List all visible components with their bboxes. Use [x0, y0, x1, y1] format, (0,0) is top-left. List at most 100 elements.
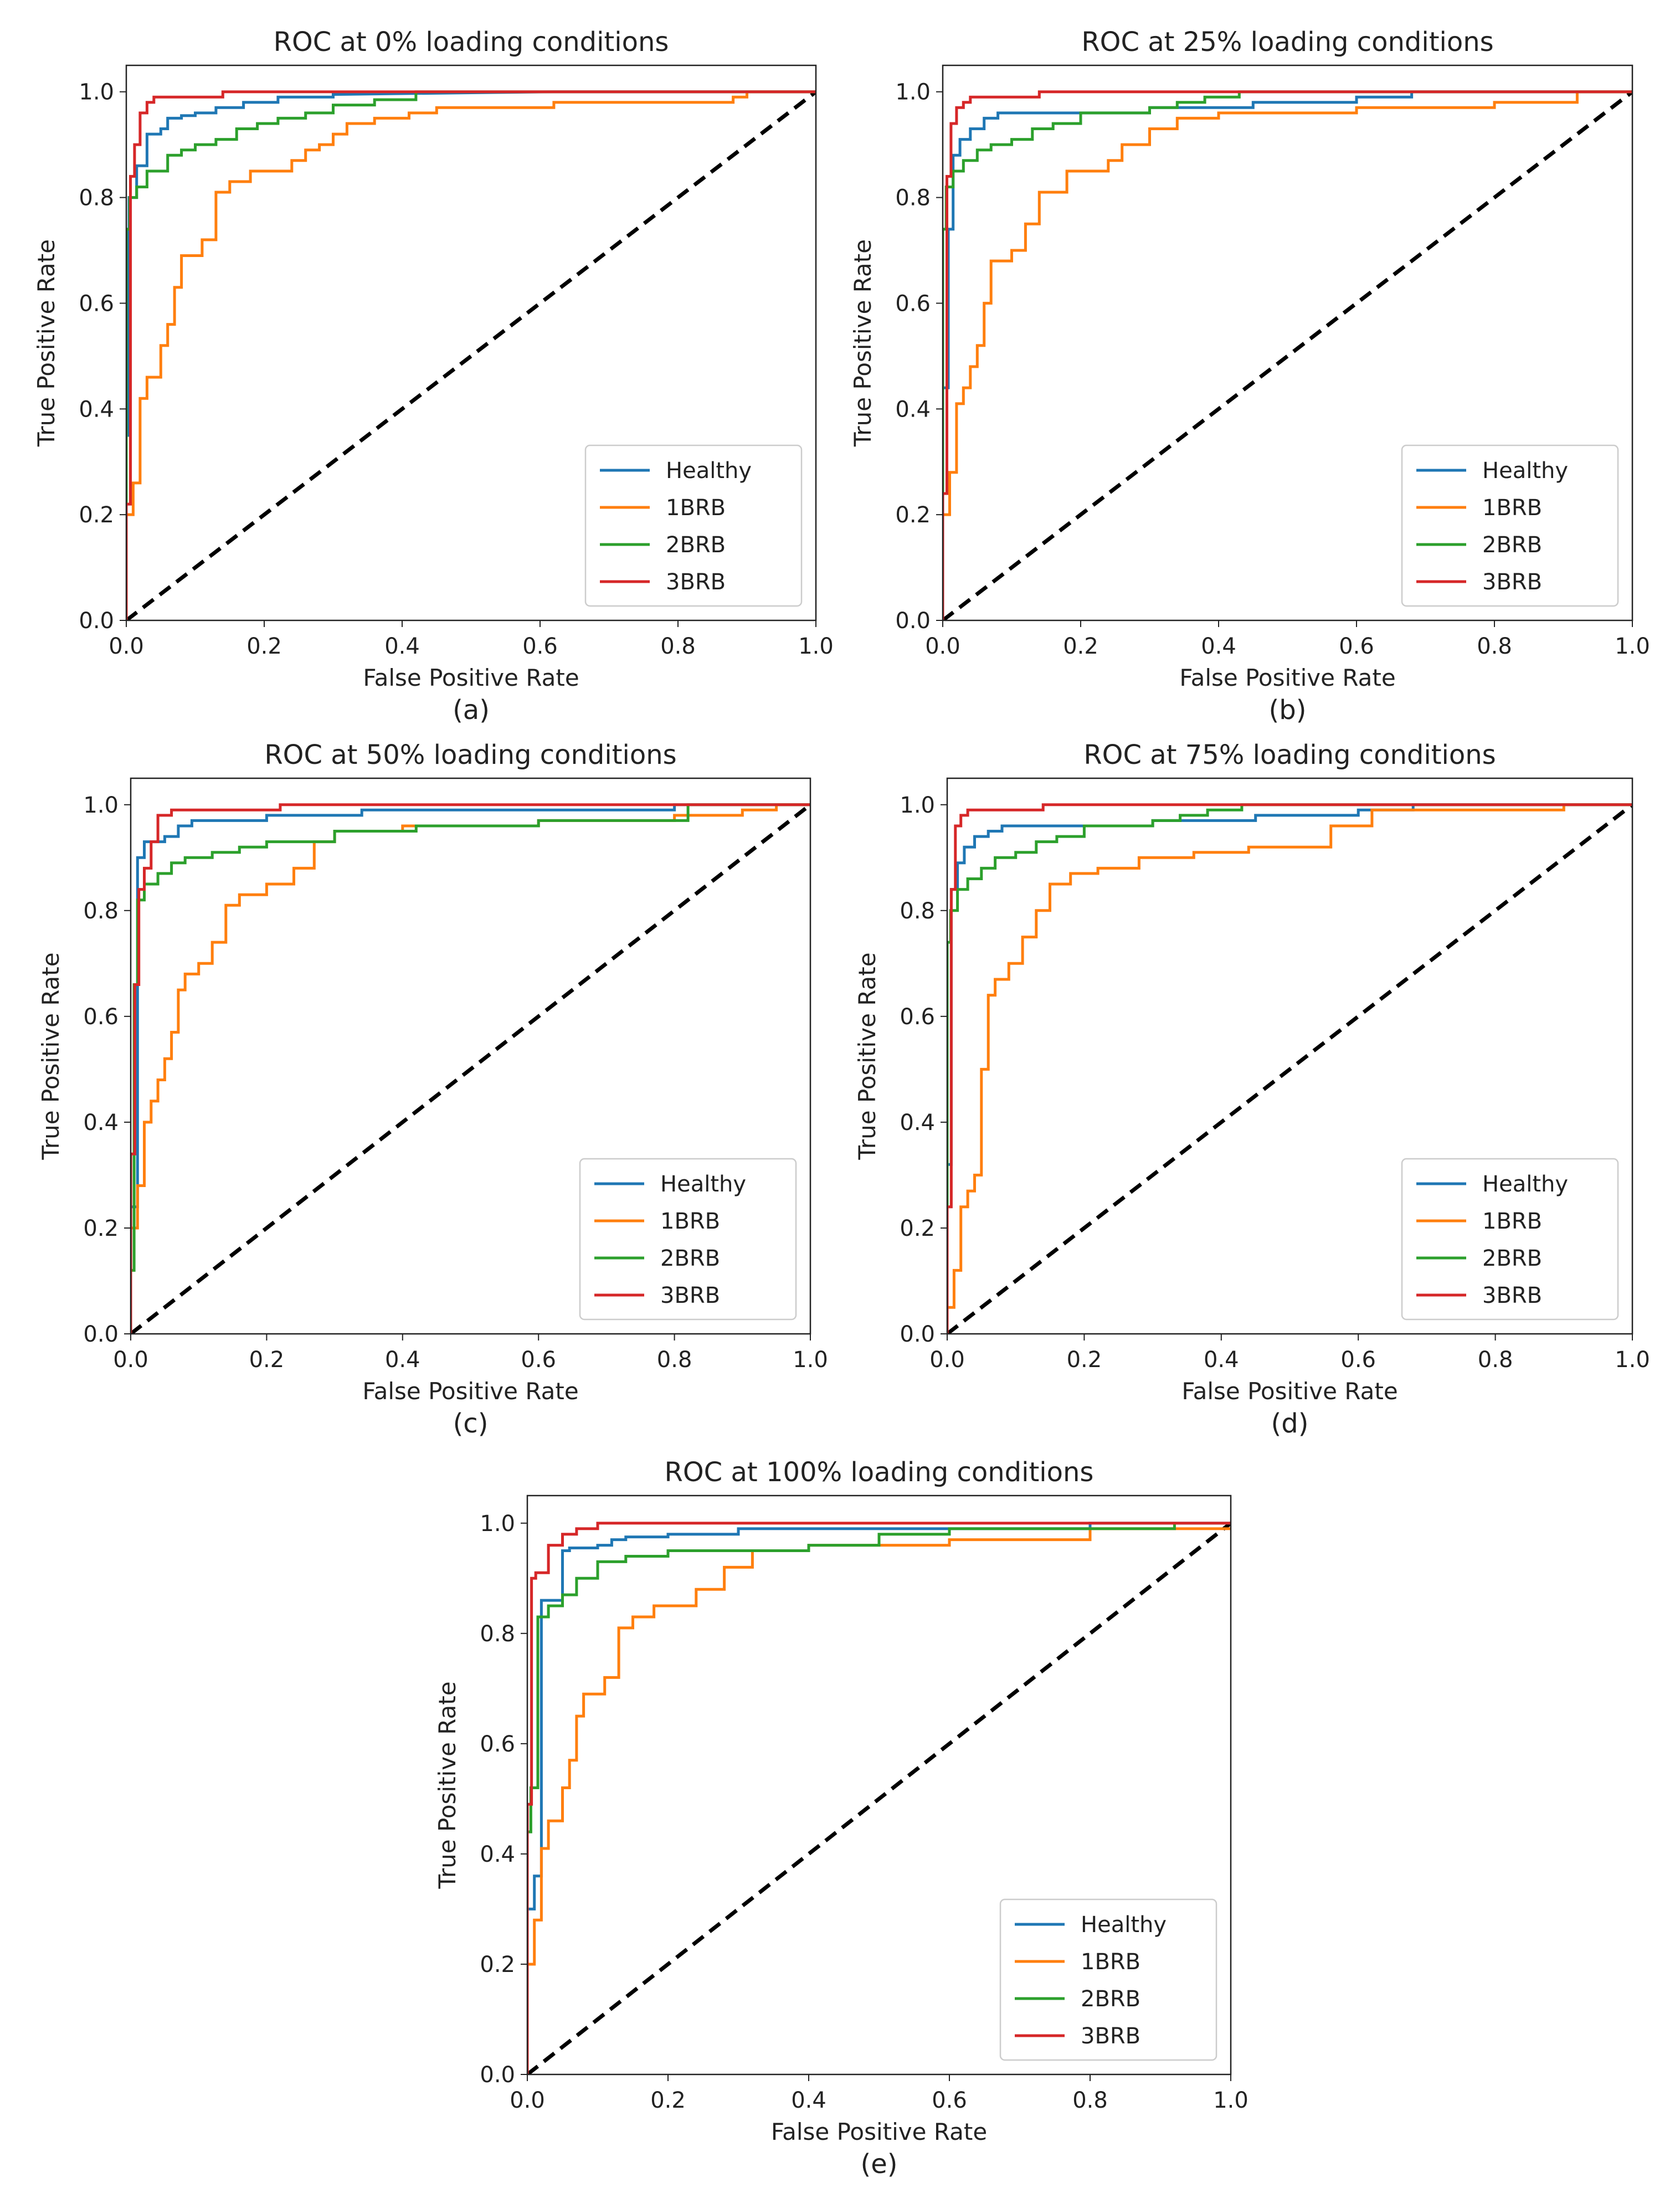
- y-tick-label: 0.0: [480, 2062, 515, 2088]
- legend-box: [999, 1898, 1217, 2061]
- y-tick-label: 0.4: [83, 1110, 119, 1136]
- y-tick-label: 0.4: [895, 397, 931, 422]
- plot-frame: [526, 1494, 1232, 2076]
- series-line-3brb: [126, 90, 816, 620]
- x-tick-label: 0.4: [384, 634, 420, 659]
- chart-panel-2: ROC at 25% loading conditions 0.0 0.2 0.4 0.…: [849, 27, 1650, 726]
- legend-entry: 2BRB: [1482, 532, 1542, 558]
- plot-area: [943, 90, 1632, 620]
- x-tick-label: 0.8: [1478, 1347, 1513, 1373]
- legend-entry: 3BRB: [1482, 569, 1542, 595]
- y-tick-label: 0.4: [480, 1842, 515, 1867]
- y-tick-label: 1.0: [79, 80, 114, 105]
- x-tick-label: 0.8: [657, 1347, 692, 1373]
- series-line-healthy: [131, 803, 810, 1334]
- legend-box: [1401, 1158, 1619, 1321]
- x-tick-label: 0.2: [1063, 634, 1098, 659]
- y-tick-label: 0.6: [895, 291, 931, 316]
- legend-entry: 1BRB: [1482, 1209, 1542, 1234]
- chart-title: ROC at 100% loading conditions: [665, 1457, 1094, 1488]
- x-tick-label: 1.0: [1213, 2088, 1249, 2113]
- x-tick-label: 0.6: [1339, 634, 1374, 659]
- legend-entry: Healthy: [1482, 1172, 1568, 1197]
- plot-frame: [942, 64, 1633, 622]
- legend: Healthy 1BRB 2BRB 3BRB: [584, 444, 803, 607]
- legend: Healthy 1BRB 2BRB 3BRB: [1401, 1158, 1619, 1321]
- legend-entry: 2BRB: [1482, 1246, 1542, 1271]
- x-tick-label: 0.0: [510, 2088, 545, 2113]
- series-line-1brb: [947, 803, 1632, 1334]
- x-tick-label: 0.2: [1067, 1347, 1102, 1373]
- y-tick-label: 0.8: [83, 898, 119, 924]
- y-tick-label: 0.0: [900, 1322, 935, 1347]
- legend-entry: 2BRB: [666, 532, 726, 558]
- chart-panel-3: ROC at 50% loading conditions 0.0 0.2 0.4 0.…: [37, 739, 828, 1439]
- y-tick-label: 0.8: [79, 186, 114, 211]
- chart-title: ROC at 75% loading conditions: [1083, 739, 1496, 771]
- series-line-2brb: [943, 90, 1632, 620]
- series-line-2brb: [947, 803, 1632, 1334]
- y-axis-label: True Positive Rate: [854, 952, 881, 1160]
- y-tick-label: 0.0: [895, 608, 931, 634]
- plot-area: [527, 1522, 1231, 2074]
- x-axis-label: False Positive Rate: [1179, 664, 1395, 691]
- y-tick-label: 0.6: [83, 1004, 119, 1030]
- panel-label: (c): [453, 1408, 489, 1439]
- x-tick-label: 0.0: [113, 1347, 148, 1373]
- x-tick-label: 0.6: [521, 1347, 556, 1373]
- series-line-3brb: [131, 803, 810, 1334]
- x-tick-label: 0.6: [1340, 1347, 1376, 1373]
- x-tick-label: 0.4: [1204, 1347, 1239, 1373]
- y-axis-label: True Positive Rate: [849, 239, 876, 447]
- plot-frame: [125, 64, 817, 622]
- y-tick-label: 0.4: [79, 397, 114, 422]
- y-tick-label: 0.2: [83, 1216, 119, 1241]
- y-tick-label: 0.2: [895, 502, 931, 528]
- chance-diagonal-line: [131, 803, 810, 1334]
- y-tick-label: 1.0: [480, 1511, 515, 1537]
- x-tick-label: 1.0: [1615, 1347, 1650, 1373]
- legend-entry: 3BRB: [666, 569, 726, 595]
- x-tick-label: 0.0: [109, 634, 144, 659]
- legend-entry: 2BRB: [1081, 1986, 1140, 2012]
- panel-label: (e): [861, 2149, 898, 2180]
- x-tick-label: 1.0: [798, 634, 834, 659]
- y-tick-label: 0.8: [895, 186, 931, 211]
- chance-diagonal-line: [943, 90, 1632, 620]
- chart-title: ROC at 25% loading conditions: [1081, 27, 1493, 58]
- y-tick-label: 0.2: [79, 502, 114, 528]
- y-axis-label: True Positive Rate: [434, 1681, 461, 1889]
- y-tick-label: 0.8: [480, 1621, 515, 1647]
- y-axis-label: True Positive Rate: [33, 239, 60, 447]
- panel-label: (d): [1271, 1408, 1309, 1439]
- panel-label: (b): [1269, 695, 1307, 726]
- y-tick-label: 0.2: [900, 1216, 935, 1241]
- series-line-healthy: [943, 90, 1632, 620]
- y-tick-label: 0.8: [900, 898, 935, 924]
- y-tick-label: 0.6: [900, 1004, 935, 1030]
- x-tick-label: 1.0: [793, 1347, 828, 1373]
- x-tick-label: 0.6: [522, 634, 558, 659]
- y-tick-label: 1.0: [900, 793, 935, 818]
- x-tick-label: 0.8: [660, 634, 696, 659]
- legend-entry: 3BRB: [660, 1283, 720, 1308]
- legend-entry: 3BRB: [1482, 1283, 1542, 1308]
- x-tick-label: 0.0: [925, 634, 960, 659]
- legend-entry: Healthy: [1081, 1912, 1167, 1938]
- series-line-3brb: [527, 1522, 1231, 2074]
- series-line-1brb: [126, 90, 816, 620]
- y-tick-label: 0.2: [480, 1952, 515, 1978]
- plot-area: [126, 90, 816, 620]
- panel-label: (a): [453, 695, 490, 726]
- plot-frame: [946, 777, 1633, 1335]
- x-tick-label: 0.6: [932, 2088, 967, 2113]
- legend-entry: Healthy: [666, 458, 752, 484]
- y-axis-label: True Positive Rate: [37, 952, 64, 1160]
- plot-area: [131, 803, 810, 1334]
- series-line-3brb: [943, 90, 1632, 620]
- x-tick-label: 1.0: [1615, 634, 1650, 659]
- y-tick-label: 0.0: [79, 608, 114, 634]
- x-tick-label: 0.2: [246, 634, 282, 659]
- series-line-healthy: [527, 1522, 1231, 2074]
- x-axis-label: False Positive Rate: [771, 2118, 987, 2145]
